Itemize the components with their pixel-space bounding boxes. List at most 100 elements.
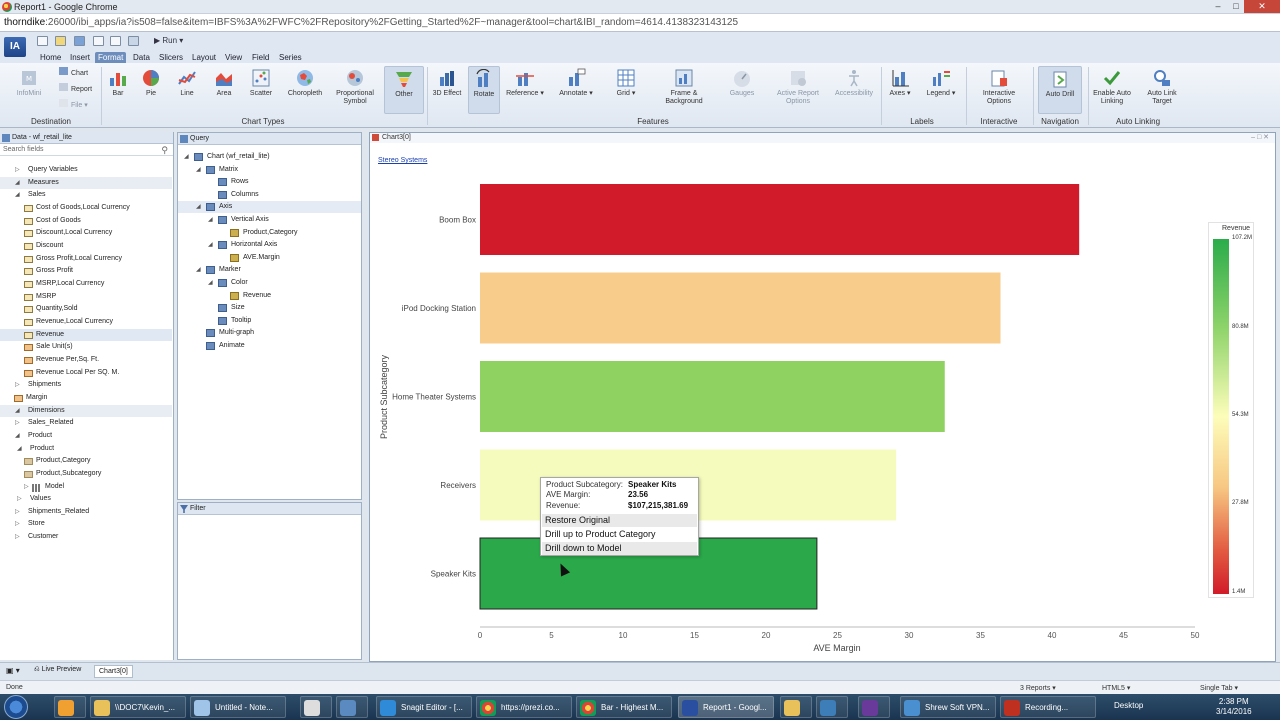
query-tree-item[interactable]: ◢ Axis (178, 201, 361, 214)
field-tree-item[interactable]: Gross Profit (0, 265, 172, 277)
collapsed-arrow-icon[interactable]: ▷ (15, 420, 20, 427)
app-logo[interactable]: IA (4, 37, 26, 57)
field-tree-item[interactable]: Revenue Per,Sq. Ft. (0, 354, 172, 366)
query-tree-item[interactable]: Size (178, 302, 361, 314)
redo-icon[interactable] (110, 36, 121, 46)
field-tree-item[interactable]: Sale Unit(s) (0, 341, 172, 353)
minimize-button[interactable]: – (1215, 1, 1221, 11)
enable-auto-linking-button[interactable]: Enable Auto Linking (1090, 68, 1134, 106)
html5-indicator[interactable]: HTML5 ▾ (1102, 685, 1131, 692)
infomini-button[interactable]: M InfoMini (12, 68, 46, 98)
tab-view[interactable]: View (225, 53, 243, 62)
query-tree-item[interactable]: Columns (178, 189, 361, 201)
taskbar-pinned[interactable] (336, 696, 368, 718)
taskbar-item[interactable]: \\DOC7\Kevin_... (90, 696, 186, 718)
collapsed-arrow-icon[interactable]: ▷ (15, 382, 20, 389)
tab-series[interactable]: Series (279, 53, 302, 62)
field-tree-item[interactable]: Quantity,Sold (0, 303, 172, 315)
query-tree-item[interactable]: ◢ Horizontal Axis (178, 239, 361, 251)
field-tree-item[interactable]: ◢ Measures (0, 176, 172, 189)
interactive-options-button[interactable]: Interactive Options (972, 68, 1026, 106)
close-button[interactable]: ✕ (1244, 0, 1280, 13)
taskbar-pinned[interactable] (780, 696, 812, 718)
active-report-options-button[interactable]: Active Report Options (772, 68, 824, 106)
destination-report-button[interactable]: Report (59, 83, 92, 93)
field-tree-item[interactable]: Discount (0, 240, 172, 252)
query-tree-item[interactable]: AVE.Margin (178, 252, 361, 264)
collapsed-arrow-icon[interactable]: ▷ (15, 534, 20, 541)
annotate-button[interactable]: Annotate ▾ (556, 68, 596, 98)
frame-background-button[interactable]: Frame & Background (658, 68, 710, 106)
taskbar-item[interactable]: Untitled - Note... (190, 696, 286, 718)
single-tab-indicator[interactable]: Single Tab ▾ (1200, 685, 1239, 692)
chart-type-area-button[interactable]: Area (210, 68, 238, 98)
accessibility-button[interactable]: Accessibility (830, 68, 878, 98)
field-tree-item[interactable]: ▷ Query Variables (0, 164, 172, 176)
taskbar-outlook[interactable] (54, 696, 86, 718)
field-tree-item[interactable]: Margin (0, 392, 172, 404)
view-options-button[interactable]: ▣ ▾ (6, 666, 20, 675)
field-tree-item[interactable]: ◢ Product (0, 443, 172, 455)
destination-file-button[interactable]: File ▾ (59, 99, 88, 109)
field-tree-item[interactable]: Revenue Local Per SQ. M. (0, 367, 172, 379)
run-button[interactable]: ▶ Run ▾ (154, 36, 184, 45)
field-tree-item[interactable]: MSRP,Local Currency (0, 278, 172, 290)
field-tree-item[interactable]: ◢ Dimensions (0, 404, 172, 417)
field-tree-item[interactable]: Product,Category (0, 455, 172, 467)
taskbar-pinned[interactable] (816, 696, 848, 718)
3d-effect-button[interactable]: 3D Effect (430, 68, 464, 98)
field-tree-item[interactable]: Cost of Goods (0, 215, 172, 227)
search-fields-input[interactable]: Search fields ⚲ (0, 144, 173, 156)
field-tree-item[interactable]: Cost of Goods,Local Currency (0, 202, 172, 214)
chart-type-line-button[interactable]: Line (173, 68, 201, 98)
grid-button[interactable]: Grid ▾ (611, 68, 641, 98)
query-tree-item[interactable]: ◢ Marker (178, 264, 361, 276)
maximize-button[interactable]: □ (1233, 1, 1239, 11)
legend-button[interactable]: Legend ▾ (924, 68, 958, 98)
tab-format[interactable]: Format (95, 52, 127, 63)
reports-indicator[interactable]: 3 Reports ▾ (1020, 685, 1056, 692)
expanded-arrow-icon[interactable]: ◢ (15, 407, 20, 414)
address-bar[interactable]: thorndike:26000/ibi_apps/ia?is508=false&… (0, 14, 1280, 32)
start-button[interactable] (4, 695, 28, 719)
save-icon[interactable] (74, 36, 85, 46)
tab-slicers[interactable]: Slicers (159, 53, 184, 62)
collapsed-arrow-icon[interactable]: ▷ (15, 508, 20, 515)
chart-type-choropleth-button[interactable]: Choropleth (286, 68, 324, 98)
taskbar-item-active[interactable]: Report1 - Googl... (678, 696, 774, 718)
query-tree-item[interactable]: Product,Category (178, 227, 361, 239)
query-tree-item[interactable]: Multi-graph (178, 327, 361, 339)
expanded-arrow-icon[interactable]: ◢ (15, 432, 20, 439)
field-tree-item[interactable]: ▷ Model (0, 481, 172, 493)
query-tree-item[interactable]: Animate (178, 340, 361, 352)
field-tree-item[interactable]: ▷ Shipments (0, 379, 172, 391)
chart-canvas[interactable]: Chart3[0] – □ ✕ Stereo Systems (369, 132, 1276, 662)
expanded-arrow-icon[interactable]: ◢ (184, 154, 189, 160)
expanded-arrow-icon[interactable]: ◢ (208, 280, 213, 286)
undo-icon[interactable] (93, 36, 104, 46)
drill-down-menu-item[interactable]: Drill down to Model (542, 542, 697, 555)
expanded-arrow-icon[interactable]: ◢ (208, 242, 213, 249)
collapsed-arrow-icon[interactable]: ▷ (24, 483, 29, 490)
query-tree-item[interactable]: ◢ Vertical Axis (178, 214, 361, 226)
query-tree-item[interactable]: ◢ Chart (wf_retail_lite) (178, 151, 361, 163)
print-icon[interactable] (128, 36, 139, 46)
chart-type-bar-button[interactable]: Bar (104, 68, 132, 98)
taskbar-item[interactable]: Recording... (1000, 696, 1096, 718)
system-clock[interactable]: 2:38 PM 3/14/2016 (1216, 697, 1252, 717)
tab-data[interactable]: Data (133, 53, 150, 62)
drill-up-menu-item[interactable]: Drill up to Product Category (545, 529, 656, 539)
taskbar-item[interactable]: https://prezi.co... (476, 696, 572, 718)
restore-original-menu-item[interactable]: Restore Original (542, 514, 697, 527)
query-tree-item[interactable]: Rows (178, 176, 361, 188)
field-tree-item[interactable]: ▷ Sales_Related (0, 417, 172, 429)
chart-window-controls[interactable]: – □ ✕ (1251, 134, 1269, 141)
collapsed-arrow-icon[interactable]: ▷ (17, 496, 22, 503)
field-tree-item[interactable]: ▷ Shipments_Related (0, 506, 172, 518)
expanded-arrow-icon[interactable]: ◢ (15, 179, 20, 186)
open-icon[interactable] (55, 36, 66, 46)
expanded-arrow-icon[interactable]: ◢ (208, 217, 213, 223)
tab-layout[interactable]: Layout (192, 53, 217, 62)
desktop-toolbar[interactable]: Desktop (1114, 701, 1144, 710)
reference-button[interactable]: Reference ▾ (505, 68, 545, 98)
